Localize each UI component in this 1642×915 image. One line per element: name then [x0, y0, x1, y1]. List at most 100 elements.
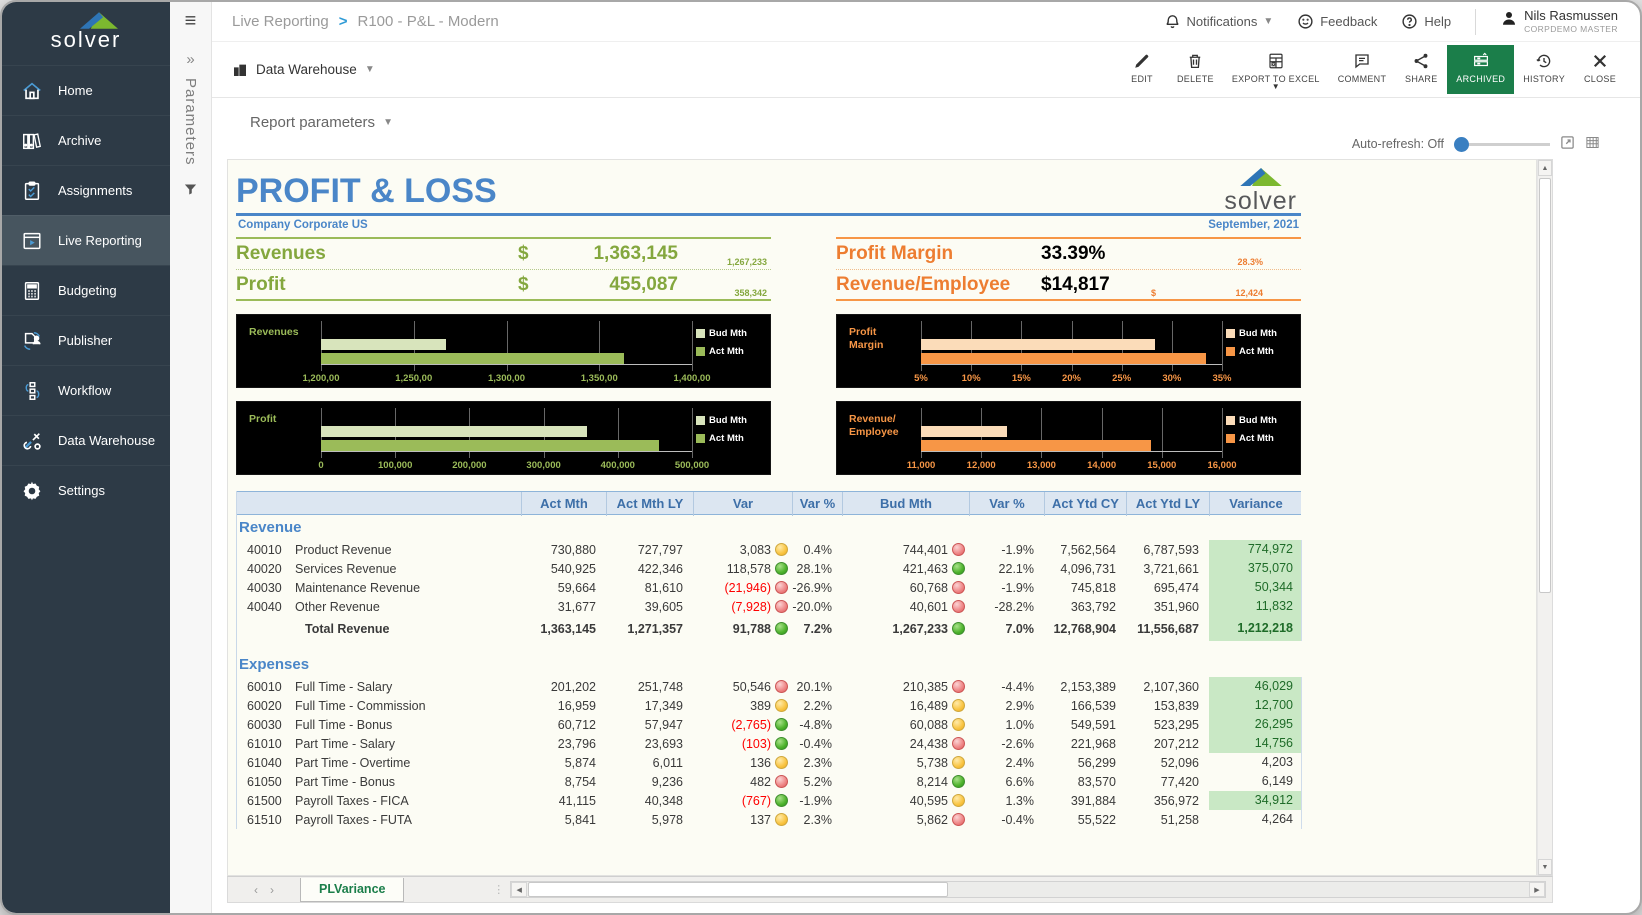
- report-toolbar: Data Warehouse ▼ EDIT DELETE X EXPORT TO EX…: [212, 42, 1640, 98]
- axis-tick-label: 200,000: [452, 460, 487, 471]
- charts-right-column: Profit Margin 5% 10% 15% 20% 25% 30% 35% Bud Mth A…: [836, 314, 1301, 475]
- axis-tick-label: 400,000: [600, 460, 635, 471]
- scroll-right-arrow[interactable]: ▶: [1529, 882, 1545, 897]
- status-dot-green: [775, 737, 788, 750]
- sheet-nav-left-icon[interactable]: ‹: [254, 882, 258, 897]
- sheet-tab[interactable]: PLVariance: [300, 877, 405, 902]
- sidebar-item-data-warehouse[interactable]: Data Warehouse: [2, 415, 170, 465]
- axis-tick-label: 15,000: [1147, 460, 1177, 471]
- edit-button[interactable]: EDIT: [1116, 45, 1168, 94]
- column-header: Act Mth: [521, 492, 606, 516]
- axis-tick-label: 1,350,00: [580, 373, 618, 384]
- legend-label: Act Mth: [709, 433, 744, 444]
- table-row: 61510 Payroll Taxes - FUTA 5,841 5,978 137 2.…: [237, 810, 1302, 829]
- vertical-scrollbar[interactable]: ▲ ▼: [1537, 159, 1553, 876]
- status-dot-green: [952, 775, 965, 788]
- legend-swatch: [696, 434, 705, 443]
- sidebar-item-settings[interactable]: Settings: [2, 465, 170, 515]
- status-dot-red: [952, 581, 965, 594]
- table-row: 40020 Services Revenue 540,925 422,346 118,5…: [237, 559, 1302, 578]
- user-menu[interactable]: Nils Rasmussen CorpDemo Master: [1500, 9, 1618, 34]
- open-in-new-icon[interactable]: [1560, 135, 1575, 153]
- notifications-button[interactable]: Notifications ▼: [1164, 13, 1273, 30]
- sidebar-item-live-reporting[interactable]: Live Reporting: [2, 215, 170, 265]
- chevron-down-icon: ▼: [1271, 82, 1280, 91]
- axis-tick-label: 100,000: [378, 460, 413, 471]
- section-header-revenue: Revenue: [239, 519, 302, 536]
- delete-button[interactable]: DELETE: [1168, 45, 1223, 94]
- tab-scroll-grip[interactable]: ⋮: [493, 884, 505, 896]
- scroll-down-arrow[interactable]: ▼: [1538, 859, 1552, 875]
- scroll-up-arrow[interactable]: ▲: [1538, 160, 1552, 176]
- data-source-select[interactable]: Data Warehouse ▼: [232, 62, 375, 78]
- report-logo-text: solver: [1224, 187, 1297, 215]
- sidebar-item-label: Archive: [58, 133, 102, 148]
- kpi-secondary: 358,342: [734, 287, 767, 298]
- filter-icon[interactable]: [183, 182, 198, 202]
- slider-knob[interactable]: [1454, 136, 1469, 152]
- comment-button[interactable]: COMMENT: [1329, 45, 1396, 94]
- share-button[interactable]: SHARE: [1395, 45, 1447, 94]
- export-button[interactable]: X EXPORT TO EXCEL ▼: [1223, 45, 1329, 94]
- legend-swatch: [1226, 329, 1235, 338]
- sidebar-item-label: Live Reporting: [58, 233, 142, 248]
- parameters-panel: ≡ » Parameters: [170, 2, 212, 913]
- sheet-nav-right-icon[interactable]: ›: [270, 882, 274, 897]
- bar-bud-mth: [921, 426, 1007, 437]
- legend-label: Bud Mth: [1239, 415, 1277, 426]
- report-parameters-toggle[interactable]: Report parameters ▼: [250, 114, 393, 131]
- help-icon: [1402, 14, 1417, 29]
- sidebar-item-publisher[interactable]: Publisher: [2, 315, 170, 365]
- table-total-row: Total Revenue 1,363,145 1,271,357 91,788 7.2…: [237, 616, 1302, 641]
- report-title: PROFIT & LOSS: [236, 172, 497, 210]
- chart-title: Revenue/Employee: [849, 413, 899, 438]
- kpi-row: Profit Margin 33.39% 28.3%: [836, 239, 1301, 269]
- toolbar-button-label: EXPORT TO EXCEL: [1231, 74, 1320, 84]
- sidebar-item-home[interactable]: Home: [2, 65, 170, 115]
- solver-logo: solver: [2, 2, 170, 65]
- breadcrumb-item[interactable]: Live Reporting: [232, 13, 329, 30]
- feedback-button[interactable]: Feedback: [1297, 13, 1377, 30]
- sidebar-item-workflow[interactable]: Workflow: [2, 365, 170, 415]
- sidebar-item-assignments[interactable]: Assignments: [2, 165, 170, 215]
- chevron-down-icon: ▼: [364, 64, 375, 75]
- close-button[interactable]: CLOSE: [1574, 45, 1626, 94]
- title-rule: [236, 213, 1301, 216]
- table-row: 61010 Part Time - Salary 23,796 23,693 (103)…: [237, 734, 1302, 753]
- horizontal-scrollbar[interactable]: ◀ ▶: [510, 881, 1546, 898]
- axis-tick-label: 25%: [1112, 373, 1132, 384]
- axis-tick-label: 300,000: [526, 460, 561, 471]
- assignments-icon: [20, 179, 44, 203]
- help-button[interactable]: Help: [1401, 13, 1451, 30]
- vertical-scroll-thumb[interactable]: [1539, 178, 1551, 593]
- axis-tick-label: 12,000: [966, 460, 996, 471]
- sidebar: solver Home Archive Assignments Live Report…: [2, 2, 170, 913]
- horizontal-scroll-thumb[interactable]: [528, 882, 949, 897]
- column-header: Var: [693, 492, 792, 516]
- live-reporting-icon: [20, 229, 44, 253]
- sidebar-item-label: Data Warehouse: [58, 433, 156, 448]
- scroll-left-arrow[interactable]: ◀: [511, 882, 528, 897]
- sidebar-item-label: Settings: [58, 483, 105, 498]
- axis-tick-label: 5%: [914, 373, 928, 384]
- bar-act-mth: [321, 353, 624, 364]
- sidebar-item-budgeting[interactable]: Budgeting: [2, 265, 170, 315]
- menu-icon[interactable]: ≡: [184, 10, 197, 32]
- legend-label: Bud Mth: [709, 328, 747, 339]
- sidebar-item-archive[interactable]: Archive: [2, 115, 170, 165]
- status-dot-red: [775, 775, 788, 788]
- kpi-value: 33.39%: [1041, 243, 1106, 264]
- auto-refresh-row: Auto-refresh: Off: [212, 135, 1640, 159]
- kpi-value: 1,363,145: [593, 243, 678, 264]
- column-header: Act Ytd LY: [1126, 492, 1209, 516]
- building-icon: [234, 64, 246, 76]
- table-row: 61040 Part Time - Overtime 5,874 6,011 136 2.…: [237, 753, 1302, 772]
- grid-view-icon[interactable]: [1585, 135, 1600, 153]
- chart-title: Profit Margin: [849, 326, 884, 351]
- archived-button[interactable]: ARCHIVED: [1447, 45, 1515, 94]
- auto-refresh-slider[interactable]: [1454, 136, 1550, 152]
- history-button[interactable]: HISTORY: [1514, 45, 1574, 94]
- status-dot-red: [952, 680, 965, 693]
- expand-parameters-icon[interactable]: »: [186, 51, 195, 68]
- home-icon: [20, 79, 44, 103]
